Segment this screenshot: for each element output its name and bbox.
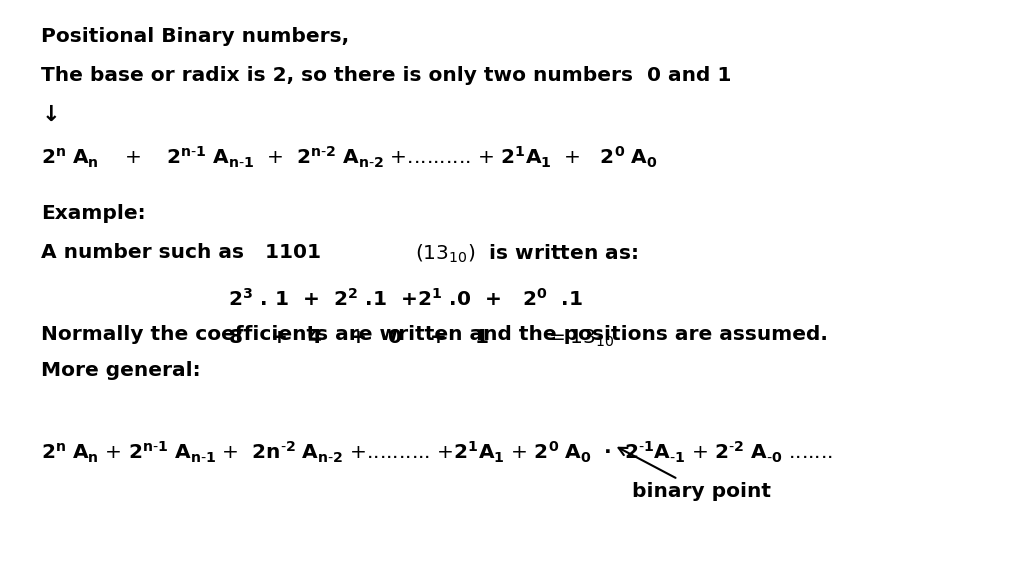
Text: Normally the coefficients are written and the positions are assumed.: Normally the coefficients are written an…	[41, 324, 828, 343]
Text: $\mathbf{2^3}$ . 1  +  $\mathbf{2^2}$ .1  +$\mathbf{2^1}$ .0  +   $\mathbf{2^0}$: $\mathbf{2^3}$ . 1 + $\mathbf{2^2}$ .1 +…	[228, 288, 584, 310]
Text: ↓: ↓	[41, 105, 60, 126]
Text: Example:: Example:	[41, 204, 146, 223]
Text: $\mathbf{2^n}$ $\mathbf{A_n}$    +    $\mathbf{2^{n\text{-}1}}$ $\mathbf{A_{n\te: $\mathbf{2^n}$ $\mathbf{A_n}$ + $\mathbf…	[41, 145, 658, 170]
Text: 8    +   4    +   0    +    1        $=13_{10}$: 8 + 4 + 0 + 1 $=13_{10}$	[228, 327, 614, 348]
Text: $\mathbf{2^n}$ $\mathbf{A_n}$ + $\mathbf{2^{n\text{-}1}}$ $\mathbf{A_{n\text{-}1: $\mathbf{2^n}$ $\mathbf{A_n}$ + $\mathbf…	[41, 439, 834, 465]
Text: Positional Binary numbers,: Positional Binary numbers,	[41, 26, 349, 46]
Text: binary point: binary point	[618, 448, 771, 501]
Text: The base or radix is 2, so there is only two numbers  0 and 1: The base or radix is 2, so there is only…	[41, 66, 732, 85]
Text: A number such as   1101: A number such as 1101	[41, 243, 322, 262]
Text: $(13_{10})$  is written as:: $(13_{10})$ is written as:	[416, 243, 638, 266]
Text: More general:: More general:	[41, 361, 201, 380]
